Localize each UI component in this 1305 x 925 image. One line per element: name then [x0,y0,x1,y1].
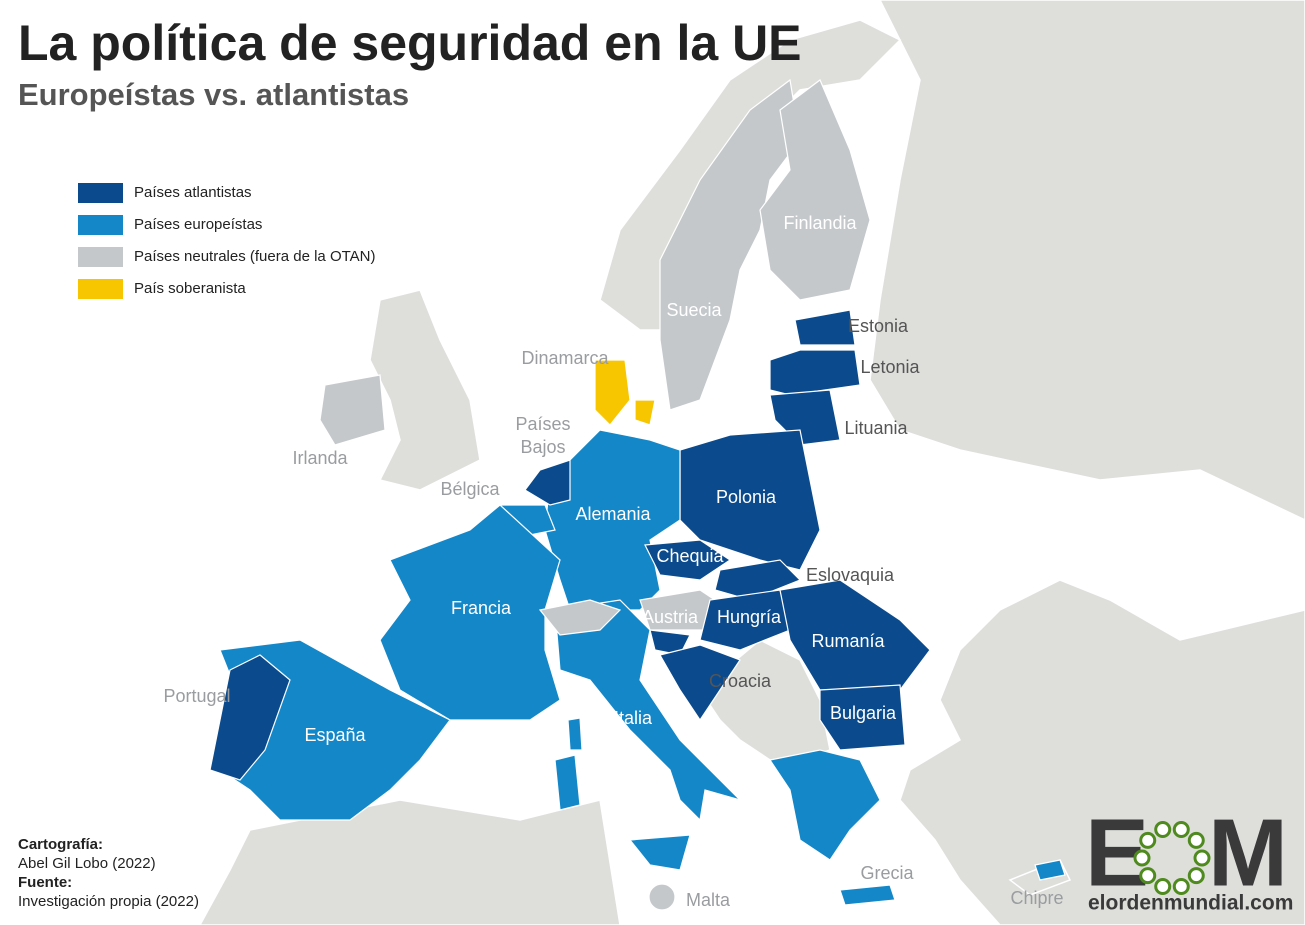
land [199,0,1305,925]
credit-text: Abel Gil Lobo (2022) [18,855,156,872]
logo-dot [1172,878,1190,896]
legend-label: Países neutrales (fuera de la OTAN) [134,248,376,265]
country-label: Grecia [860,863,914,883]
country-label: Dinamarca [521,348,609,368]
country-label: España [304,725,366,745]
title: La política de seguridad en la UE [18,15,802,71]
logo-letter: M [1208,799,1288,906]
legend-swatch [78,183,123,203]
credit-heading: Cartografía: [18,836,103,853]
country-label: Italia [614,708,653,728]
legend-swatch [78,215,123,235]
country-label: Eslovaquia [806,565,895,585]
country-label: Bulgaria [830,703,897,723]
country-label: Rumanía [811,631,885,651]
country-label: Bélgica [440,479,500,499]
country-label: Irlanda [292,448,348,468]
country-label: Francia [451,598,512,618]
logo-dot [1193,849,1211,867]
country-label: Lituania [844,418,908,438]
legend-label: Países europeístas [134,216,262,233]
countries [209,78,1066,911]
country-label: Chipre [1010,888,1063,908]
legend-label: Países atlantistas [134,184,252,201]
country-label: Malta [686,890,731,910]
country-label: Polonia [716,487,777,507]
credit-heading: Fuente: [18,874,72,891]
logo-dot [1139,867,1157,885]
logo-dot [1139,831,1157,849]
country-label: Alemania [575,504,651,524]
country-label: Finlandia [783,213,857,233]
legend-label: País soberanista [134,280,246,297]
logo-site: elordenmundial.com [1088,892,1293,915]
country-label: Croacia [709,671,772,691]
country-label: Austria [642,607,699,627]
country-label: Bajos [520,437,565,457]
logo-dot [1187,831,1205,849]
logo-dot [1133,849,1151,867]
logo-dot [1187,867,1205,885]
subtitle: Europeístas vs. atlantistas [18,77,409,112]
logo-dot [1172,820,1190,838]
country-label: Suecia [666,300,722,320]
legend-swatch [78,279,123,299]
country-label: Países [515,414,570,434]
credit-text: Investigación propia (2022) [18,893,199,910]
country-label: Letonia [860,357,920,377]
country-label: Hungría [717,607,782,627]
country-label: Portugal [163,686,230,706]
legend-swatch [78,247,123,267]
logo-dot [1154,820,1172,838]
country-label: Chequia [656,546,724,566]
country-label: Estonia [848,316,909,336]
logo-dot [1154,878,1172,896]
